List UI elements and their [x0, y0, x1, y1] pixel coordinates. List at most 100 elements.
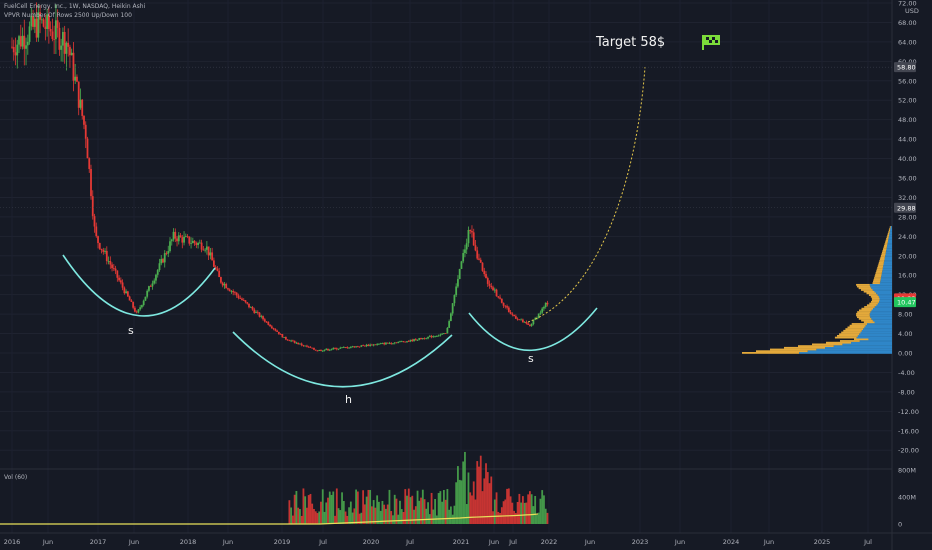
time-axis[interactable]: 2016 Jun 2017 Jun 2018 Jun 2019 Jul 2020 Jul 2021 J…	[4, 538, 872, 546]
candle-body	[33, 18, 36, 27]
profile-up-bar	[879, 300, 892, 303]
left-shoulder-label: s	[128, 324, 134, 337]
candle-body	[51, 31, 54, 39]
candle-body	[279, 333, 282, 335]
candle-body	[514, 316, 517, 319]
profile-down-bar	[875, 272, 882, 274]
candle-body	[288, 340, 291, 342]
candle-body	[128, 296, 131, 301]
candle-body	[256, 311, 259, 313]
candle-body	[360, 345, 363, 347]
candle-body	[126, 291, 129, 297]
candle-body	[46, 14, 49, 29]
profile-down-bar	[798, 345, 834, 347]
candle-body	[107, 261, 110, 262]
profile-up-bar	[799, 352, 892, 354]
profile-up-bar	[881, 275, 892, 278]
volume-bar	[493, 499, 496, 524]
profile-up-bar	[851, 341, 892, 344]
candle-body	[504, 305, 507, 307]
profile-up-bar	[871, 287, 892, 290]
volume-bar	[399, 500, 401, 524]
volume-bar	[507, 488, 510, 524]
candle-body	[30, 15, 33, 27]
candle-body	[464, 249, 466, 254]
volume-bar	[337, 508, 340, 524]
price-tick-label: 20.00	[898, 252, 917, 260]
volume-bar	[471, 495, 473, 524]
candle-body	[35, 18, 38, 38]
candle-body	[341, 347, 343, 349]
profile-down-bar	[876, 268, 883, 271]
symbol-legend[interactable]: FuelCell Energy, Inc., 1W, NASDAQ, Heiki…	[4, 3, 146, 10]
candle-body	[302, 345, 305, 347]
volume-bar	[481, 491, 484, 524]
candle-body	[290, 340, 293, 342]
candle-body	[309, 346, 312, 348]
profile-down-bar	[849, 324, 866, 327]
candle-body	[65, 42, 68, 54]
candle-body	[53, 38, 56, 40]
volume-bar	[421, 489, 424, 524]
indicator-legend[interactable]: VPVR Number Of Rows 2500 Up/Down 100	[4, 12, 132, 19]
candle-body	[158, 263, 161, 271]
candle-body	[225, 283, 228, 289]
candle-body	[235, 292, 238, 296]
candle-body	[93, 216, 96, 227]
volume-bar	[495, 492, 498, 524]
time-tick-label: 2021	[453, 538, 470, 546]
profile-down-bar	[861, 307, 874, 310]
candle-body	[139, 307, 142, 310]
time-tick-label: 2016	[4, 538, 21, 546]
candle-body	[546, 302, 549, 305]
profile-up-bar	[871, 317, 892, 320]
profile-down-bar	[854, 338, 869, 341]
time-tick-label: Jun	[488, 538, 499, 546]
candle-body	[325, 348, 328, 350]
candle-body	[56, 20, 59, 28]
price-axis[interactable]: 72.00 68.00 64.00 60.00 56.00 52.00 48.00 44.00…	[898, 0, 919, 455]
target-label: Target 58$	[596, 35, 666, 50]
candle-body	[193, 240, 196, 243]
volume-axis: 800M 400M 0	[898, 467, 916, 529]
candle-body	[262, 316, 264, 320]
candle-body	[135, 311, 138, 313]
candle-body	[246, 302, 249, 304]
left-shoulder-curve	[62, 254, 216, 317]
volume-bar	[425, 508, 428, 524]
candle-body	[458, 268, 461, 280]
candle-body	[328, 349, 331, 351]
candle-body	[232, 290, 235, 293]
profile-up-bar	[816, 348, 892, 351]
profile-down-bar	[856, 316, 871, 319]
candle-body	[404, 341, 407, 343]
candle-body	[520, 319, 523, 321]
volume-legend[interactable]: Vol (60)	[4, 474, 28, 481]
candle-body	[156, 270, 159, 275]
time-tick-label: Jul	[318, 538, 327, 546]
time-tick-label: 2018	[180, 538, 197, 546]
profile-down-bar	[871, 297, 880, 300]
candle-body	[390, 342, 393, 344]
candle-body	[481, 262, 484, 271]
price-tick-label: 68.00	[898, 19, 917, 27]
profile-down-bar	[885, 241, 888, 244]
time-tick-label: Jun	[674, 538, 685, 546]
candle-body	[28, 26, 31, 42]
price-tick-label: 60.00	[898, 58, 917, 66]
volume-bar	[432, 509, 435, 524]
time-tick-label: Jun	[763, 538, 774, 546]
volume-bar	[451, 514, 454, 524]
candle-body	[265, 321, 268, 323]
candle-body	[409, 339, 412, 342]
candle-body	[320, 349, 322, 351]
volume-bar	[518, 493, 521, 524]
checkered-flag-icon	[700, 33, 722, 55]
volume-bar	[293, 494, 296, 524]
price-tick-label: 24.00	[898, 233, 917, 241]
price-label-text: 58.80	[897, 64, 916, 72]
time-tick-label: Jun	[128, 538, 139, 546]
volume-bar	[344, 511, 347, 524]
volume-bar	[418, 500, 421, 524]
